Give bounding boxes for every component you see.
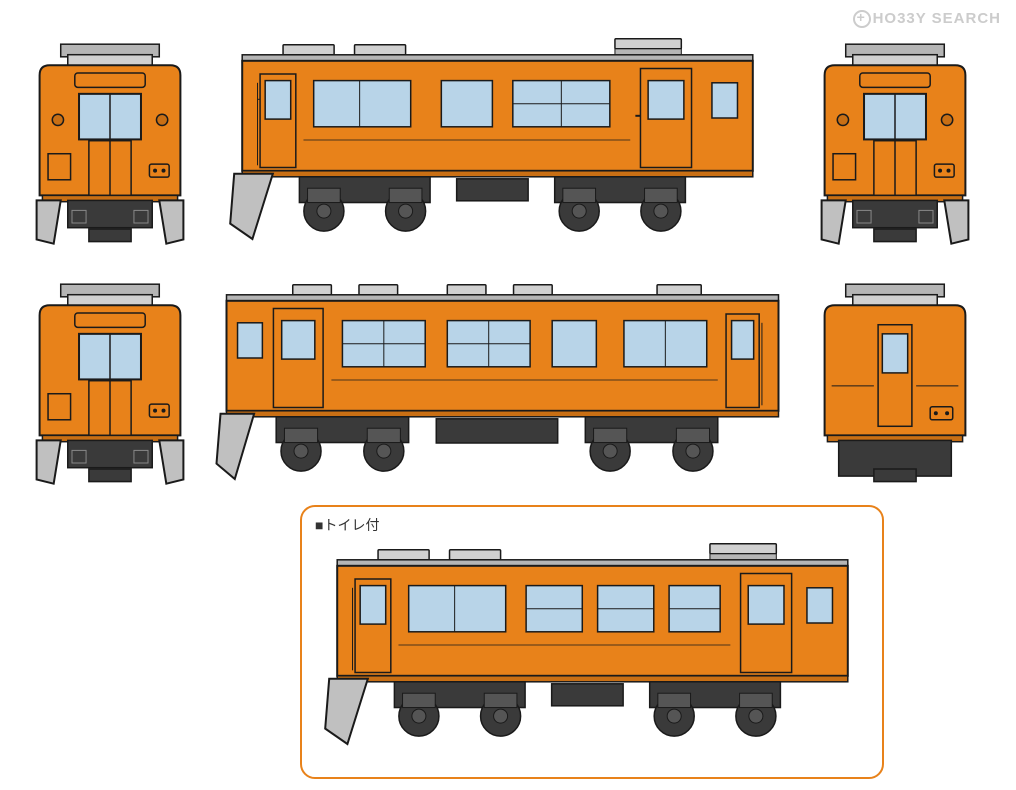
train-front-view-2-left [30, 280, 190, 490]
train-side-view-1 [220, 30, 775, 250]
watermark-logo: HO33Y SEARCH [853, 10, 1001, 28]
train-front-view-1-right [815, 40, 975, 250]
variant-caption: ■トイレ付 [315, 515, 379, 535]
train-front-view-1-left [30, 40, 190, 250]
train-side-view-3-toilet [315, 535, 870, 755]
train-side-view-2 [215, 270, 790, 490]
train-end-view-2-right [815, 280, 975, 490]
watermark-text: HO33Y SEARCH [873, 10, 1001, 27]
